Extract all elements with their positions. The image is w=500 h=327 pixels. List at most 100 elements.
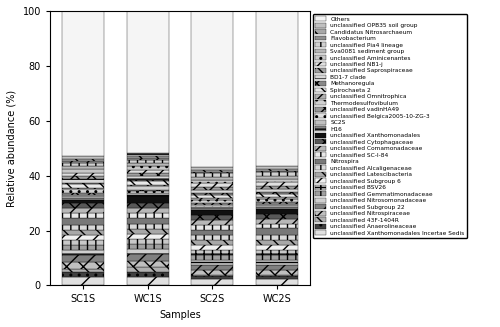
Bar bbox=[62, 156, 104, 159]
Bar bbox=[192, 167, 234, 170]
Bar bbox=[62, 277, 104, 285]
Bar bbox=[126, 191, 168, 193]
Bar bbox=[126, 196, 168, 203]
Bar bbox=[256, 240, 298, 245]
Bar bbox=[126, 157, 168, 158]
Bar bbox=[256, 179, 298, 182]
Bar bbox=[126, 173, 168, 176]
Bar bbox=[126, 224, 168, 229]
Bar bbox=[126, 195, 168, 196]
Bar bbox=[192, 183, 234, 187]
Bar bbox=[192, 173, 234, 177]
Bar bbox=[192, 269, 234, 275]
Bar bbox=[62, 169, 104, 173]
Bar bbox=[126, 218, 168, 224]
Bar bbox=[126, 166, 168, 170]
Bar bbox=[256, 172, 298, 176]
Bar bbox=[256, 235, 298, 240]
Bar bbox=[256, 229, 298, 235]
Bar bbox=[256, 265, 298, 270]
Bar bbox=[256, 169, 298, 171]
Bar bbox=[192, 187, 234, 190]
Bar bbox=[62, 250, 104, 255]
Bar bbox=[192, 260, 234, 265]
Bar bbox=[256, 171, 298, 172]
Bar bbox=[256, 182, 298, 186]
Bar bbox=[256, 255, 298, 260]
Bar bbox=[62, 188, 104, 189]
Bar bbox=[126, 158, 168, 160]
Bar bbox=[126, 254, 168, 261]
Bar bbox=[62, 195, 104, 196]
Bar bbox=[192, 203, 234, 205]
Bar bbox=[256, 218, 298, 224]
Bar bbox=[126, 170, 168, 173]
Bar bbox=[62, 193, 104, 195]
Bar bbox=[62, 176, 104, 180]
Bar bbox=[192, 170, 234, 172]
Bar bbox=[192, 195, 234, 198]
Bar bbox=[62, 11, 104, 156]
Bar bbox=[126, 261, 168, 267]
Bar bbox=[126, 176, 168, 180]
Bar bbox=[62, 235, 104, 240]
Bar bbox=[192, 208, 234, 210]
Bar bbox=[62, 196, 104, 198]
Bar bbox=[192, 265, 234, 269]
Bar bbox=[126, 180, 168, 181]
Bar bbox=[256, 279, 298, 285]
Bar bbox=[62, 245, 104, 250]
Bar bbox=[256, 260, 298, 265]
Bar bbox=[192, 240, 234, 245]
Bar bbox=[62, 203, 104, 208]
Bar bbox=[192, 207, 234, 208]
Bar bbox=[126, 203, 168, 208]
Bar bbox=[256, 189, 298, 192]
Bar bbox=[256, 245, 298, 250]
Bar bbox=[192, 275, 234, 276]
Bar bbox=[256, 205, 298, 207]
Bar bbox=[192, 190, 234, 193]
Bar bbox=[192, 235, 234, 240]
Bar bbox=[126, 163, 168, 166]
Bar bbox=[192, 255, 234, 260]
Bar bbox=[256, 11, 298, 166]
Bar bbox=[62, 180, 104, 183]
Bar bbox=[62, 213, 104, 218]
Bar bbox=[256, 176, 298, 179]
Bar bbox=[126, 234, 168, 239]
Bar bbox=[256, 194, 298, 197]
Bar bbox=[192, 198, 234, 200]
Bar bbox=[126, 277, 168, 285]
Bar bbox=[126, 208, 168, 213]
Bar bbox=[192, 210, 234, 215]
Bar bbox=[126, 229, 168, 234]
Bar bbox=[192, 276, 234, 279]
Bar bbox=[192, 205, 234, 207]
Bar bbox=[256, 186, 298, 189]
Bar bbox=[126, 181, 168, 185]
Bar bbox=[126, 153, 168, 157]
Bar bbox=[256, 276, 298, 279]
Bar bbox=[62, 218, 104, 225]
Bar bbox=[62, 199, 104, 203]
Bar bbox=[62, 198, 104, 199]
Bar bbox=[256, 209, 298, 214]
Bar bbox=[126, 193, 168, 195]
Bar bbox=[192, 11, 234, 167]
Bar bbox=[256, 275, 298, 276]
Bar bbox=[126, 213, 168, 218]
Bar bbox=[126, 11, 168, 153]
Bar bbox=[192, 250, 234, 255]
Bar bbox=[256, 192, 298, 194]
Bar bbox=[256, 166, 298, 169]
Y-axis label: Relative abundance (%): Relative abundance (%) bbox=[7, 90, 17, 207]
Bar bbox=[62, 166, 104, 169]
Bar bbox=[126, 160, 168, 163]
Bar bbox=[256, 250, 298, 255]
Bar bbox=[62, 208, 104, 213]
Bar bbox=[192, 225, 234, 230]
Bar bbox=[62, 240, 104, 245]
Bar bbox=[62, 230, 104, 235]
Bar bbox=[256, 214, 298, 218]
